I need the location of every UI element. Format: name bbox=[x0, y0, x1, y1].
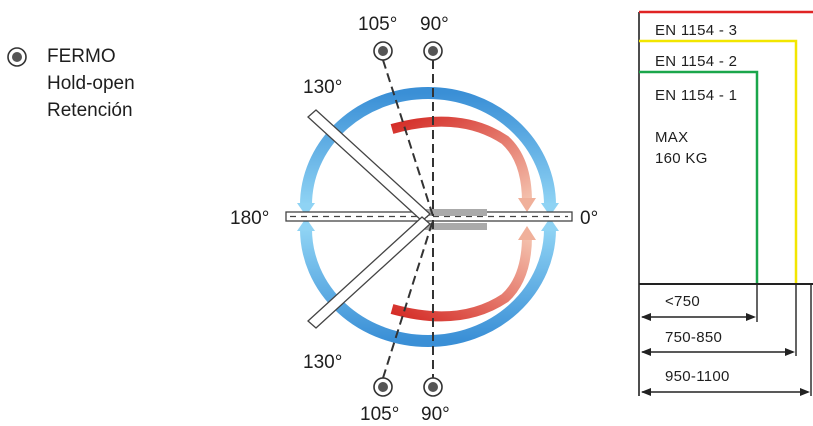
arrow-head-left-bottom bbox=[297, 218, 315, 231]
legend-line-retencion: Retención bbox=[47, 100, 133, 121]
closing-arrow-head-top bbox=[518, 198, 536, 212]
legend-line-fermo: FERMO bbox=[47, 46, 116, 67]
angle-label-top-105: 105° bbox=[358, 14, 397, 35]
angle-label-bottom-105: 105° bbox=[360, 404, 399, 425]
width-label-2: 750-850 bbox=[665, 329, 722, 346]
closing-arc-group bbox=[390, 116, 536, 322]
class-1-outline bbox=[639, 70, 759, 284]
class-3-label: EN 1154 - 3 bbox=[655, 22, 737, 39]
class-1-label: EN 1154 - 1 bbox=[655, 87, 737, 104]
closing-arc-bottom bbox=[390, 235, 532, 322]
opening-arc-top bbox=[300, 87, 556, 206]
width-dimension-2: 750-850 bbox=[641, 329, 795, 356]
hold-open-radio-icon bbox=[7, 47, 27, 67]
door-130-positions bbox=[307, 109, 431, 329]
width-dimension-1: <750 bbox=[641, 293, 756, 321]
angle-label-top-90: 90° bbox=[420, 14, 449, 35]
width-label-3: 950-1100 bbox=[665, 368, 730, 385]
en1154-class-panel: EN 1154 - 3 EN 1154 - 2 EN 1154 - 1 MAX … bbox=[638, 10, 813, 396]
hold-open-legend: FERMO Hold-open Retención bbox=[7, 46, 135, 121]
opening-arc-bottom bbox=[300, 228, 556, 347]
door-closed-position bbox=[285, 209, 573, 230]
hold-open-icon-bottom-90 bbox=[423, 377, 443, 397]
closing-arrow-head-bottom bbox=[518, 226, 536, 240]
class-2-outline bbox=[639, 39, 798, 284]
door-130-upper bbox=[307, 109, 431, 222]
arrow-head-left-top bbox=[297, 203, 315, 216]
door-closer-body-lower bbox=[425, 223, 487, 230]
arrow-head-right-bottom bbox=[541, 218, 559, 231]
width-label-1: <750 bbox=[665, 293, 700, 310]
arrow-head-right-top bbox=[541, 203, 559, 216]
legend-line-hold-open: Hold-open bbox=[47, 73, 135, 94]
max-label: MAX bbox=[655, 129, 688, 146]
hold-open-icon-top-105 bbox=[373, 41, 393, 61]
angle-label-lower-130: 130° bbox=[303, 352, 342, 373]
angle-label-0: 0° bbox=[580, 208, 598, 229]
door-closer-body bbox=[425, 209, 487, 216]
hold-open-icon-bottom-105 bbox=[373, 377, 393, 397]
angle-label-180: 180° bbox=[230, 208, 269, 229]
opening-arc-group bbox=[297, 87, 559, 347]
hold-open-markers bbox=[373, 41, 443, 397]
angle-label-upper-130: 130° bbox=[303, 77, 342, 98]
width-dimension-3: 950-1100 bbox=[641, 368, 810, 396]
hold-open-icon-top-90 bbox=[423, 41, 443, 61]
angle-labels: 105° 90° 130° 180° 0° 130° 105° 90° bbox=[230, 14, 598, 425]
angle-label-bottom-90: 90° bbox=[421, 404, 450, 425]
angle-guide-lines bbox=[382, 59, 434, 379]
class-2-label: EN 1154 - 2 bbox=[655, 53, 737, 70]
closing-arc-top bbox=[390, 116, 532, 203]
max-weight-value: 160 KG bbox=[655, 150, 708, 167]
door-130-lower bbox=[307, 216, 431, 329]
